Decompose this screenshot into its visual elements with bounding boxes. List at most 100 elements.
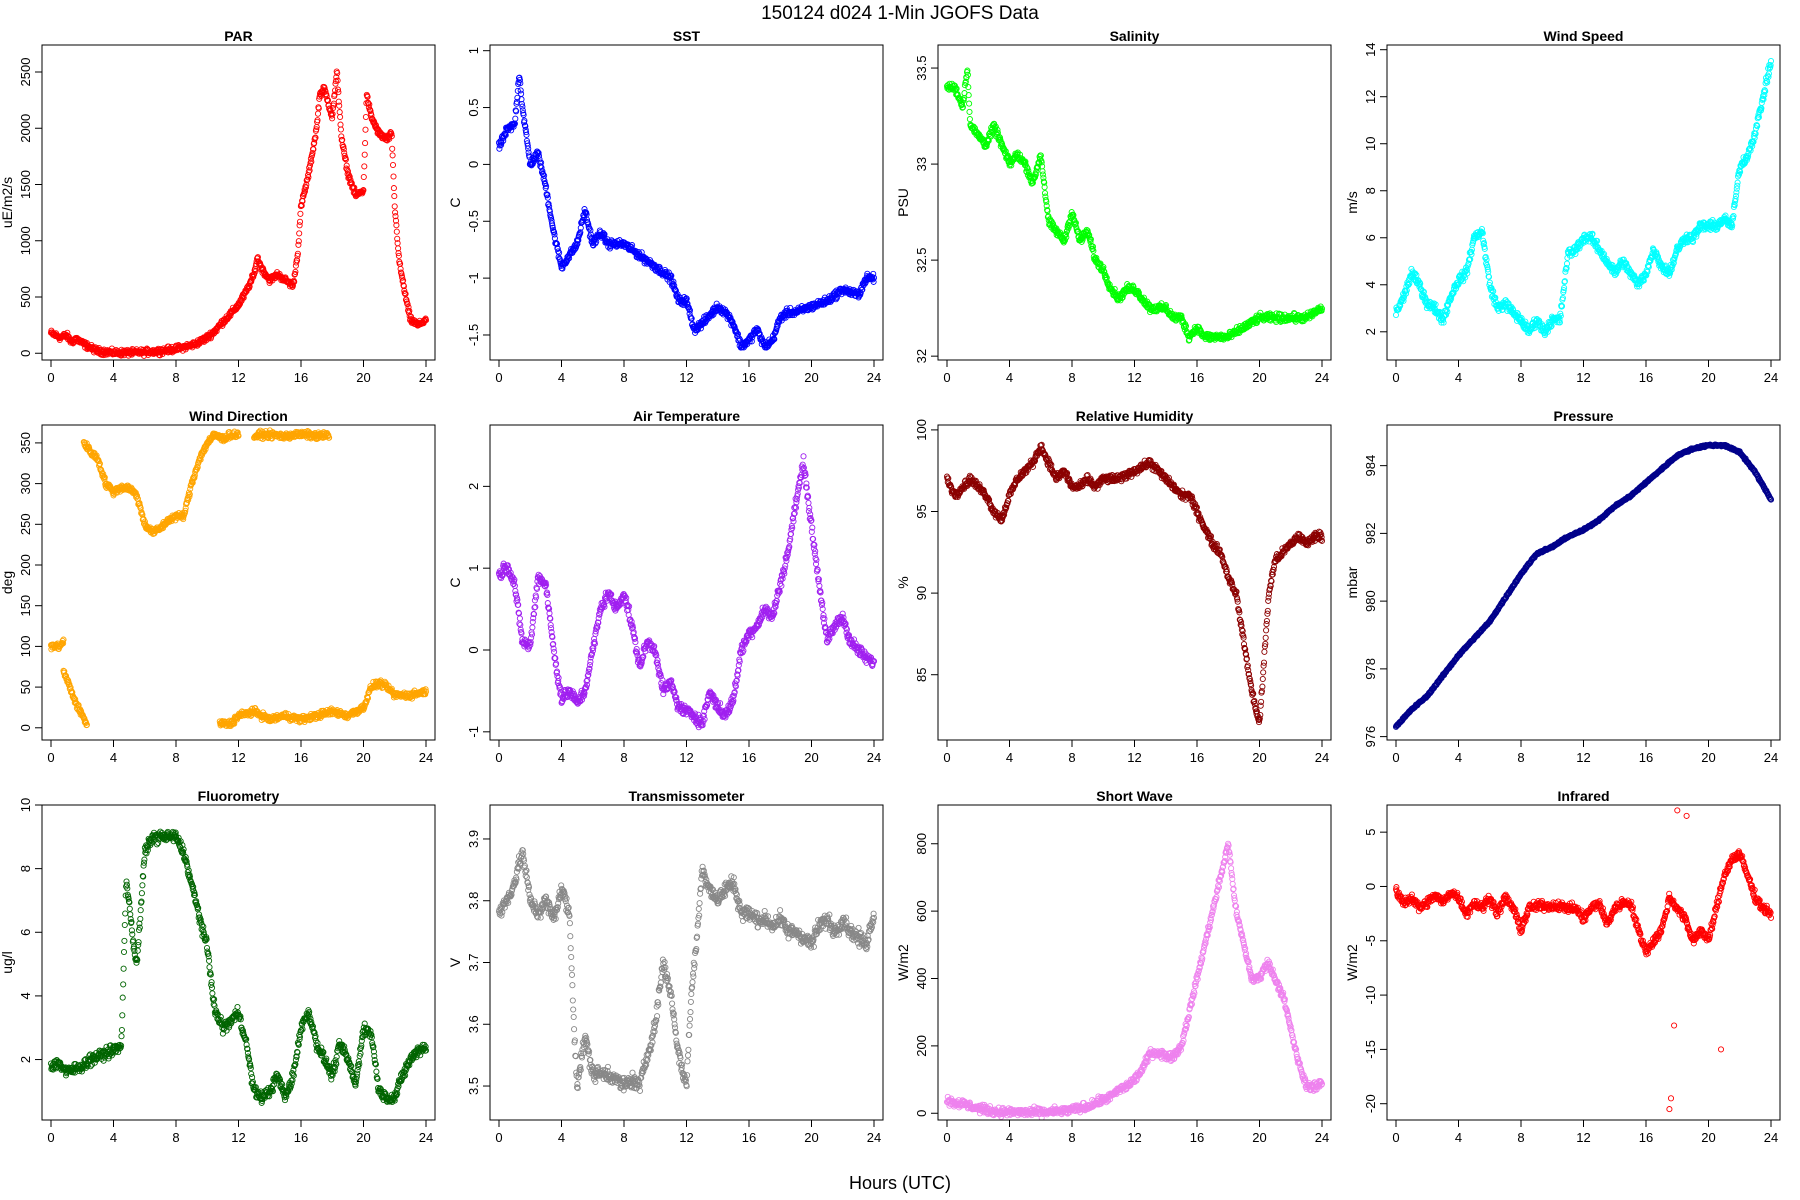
data-point xyxy=(672,287,679,294)
data-point xyxy=(510,123,517,130)
data-point xyxy=(347,176,354,183)
data-point xyxy=(540,171,547,178)
data-point xyxy=(363,698,370,705)
data-point xyxy=(1036,153,1043,160)
data-point xyxy=(513,98,520,105)
data-point xyxy=(389,152,396,159)
data-point xyxy=(1464,270,1471,277)
data-point xyxy=(309,149,316,157)
data-point xyxy=(1480,239,1488,247)
data-point xyxy=(1547,323,1554,330)
data-point xyxy=(1556,316,1563,323)
data-point xyxy=(1482,253,1489,260)
data-point xyxy=(306,162,314,169)
data-point xyxy=(367,107,374,115)
data-point xyxy=(543,183,550,190)
data-point xyxy=(1104,279,1112,286)
data-point xyxy=(141,518,148,525)
data-point xyxy=(513,598,520,605)
data-point xyxy=(422,688,430,695)
data-point xyxy=(334,86,342,93)
data-point xyxy=(1430,301,1437,308)
data-point xyxy=(235,432,242,439)
data-point xyxy=(294,250,301,257)
data-point xyxy=(1668,266,1675,273)
data-point xyxy=(1732,192,1740,200)
data-point xyxy=(962,78,969,85)
x-tick-label: 20 xyxy=(1252,370,1266,385)
data-point xyxy=(548,220,556,227)
data-point xyxy=(521,117,528,124)
data-point xyxy=(1557,312,1564,320)
data-point xyxy=(1485,273,1493,280)
data-point xyxy=(340,143,347,150)
data-point xyxy=(60,640,67,647)
plot-frame xyxy=(41,44,436,361)
data-point xyxy=(516,76,523,83)
data-point xyxy=(1479,230,1486,237)
data-point xyxy=(551,229,558,236)
y-tick-label: 33 xyxy=(914,157,929,171)
data-point xyxy=(236,300,244,307)
data-points xyxy=(943,67,1326,344)
figure-title: 150124 d024 1-Min JGOFS Data xyxy=(761,3,1039,24)
data-point xyxy=(1090,247,1097,254)
data-point xyxy=(587,227,594,234)
data-point xyxy=(517,80,524,87)
y-tick-label: -1 xyxy=(466,726,481,738)
data-point xyxy=(1538,321,1546,328)
data-point xyxy=(346,173,353,180)
data-point xyxy=(133,492,141,499)
data-point xyxy=(254,254,261,261)
data-point xyxy=(996,133,1003,140)
data-point xyxy=(518,96,525,103)
data-point xyxy=(191,474,198,481)
y-axis-label: m/s xyxy=(1344,191,1360,214)
y-tick-label: 300 xyxy=(18,473,33,495)
data-point xyxy=(393,228,400,235)
data-point xyxy=(360,187,367,194)
data-point xyxy=(364,93,371,100)
data-point xyxy=(1428,300,1435,307)
data-point xyxy=(59,637,66,644)
data-point xyxy=(362,140,369,147)
data-point xyxy=(390,185,397,192)
data-point xyxy=(1734,179,1741,186)
data-point xyxy=(524,142,531,149)
data-point xyxy=(391,203,398,210)
x-tick-label: 0 xyxy=(47,750,54,765)
y-tick-label: 4 xyxy=(1363,281,1378,288)
data-point xyxy=(335,89,342,96)
x-tick-label: 4 xyxy=(558,370,565,385)
x-tick-label: 16 xyxy=(1639,370,1653,385)
y-tick-label: 200 xyxy=(18,554,33,576)
x-tick-label: 20 xyxy=(804,370,818,385)
data-point xyxy=(332,87,339,94)
x-tick-label: 0 xyxy=(495,370,502,385)
x-tick-label: 20 xyxy=(804,750,818,765)
data-point xyxy=(360,173,367,181)
data-point xyxy=(556,249,563,256)
data-point xyxy=(1689,238,1697,246)
data-point xyxy=(313,126,320,133)
data-point xyxy=(574,240,581,248)
data-point xyxy=(756,330,763,337)
data-point xyxy=(392,217,400,224)
data-point xyxy=(1462,268,1469,275)
x-tick-label: 12 xyxy=(231,750,245,765)
data-point xyxy=(1065,219,1072,226)
data-point xyxy=(670,278,677,285)
data-point xyxy=(959,104,966,111)
data-point xyxy=(1182,322,1190,330)
data-point xyxy=(323,93,330,100)
data-point xyxy=(1519,318,1526,325)
data-point xyxy=(337,126,344,133)
data-point xyxy=(335,98,342,105)
y-tick-label: 0 xyxy=(18,350,33,357)
x-tick-label: 24 xyxy=(1315,370,1329,385)
y-tick-label: 150 xyxy=(18,595,33,617)
data-point xyxy=(551,231,558,238)
data-point xyxy=(1038,159,1045,166)
